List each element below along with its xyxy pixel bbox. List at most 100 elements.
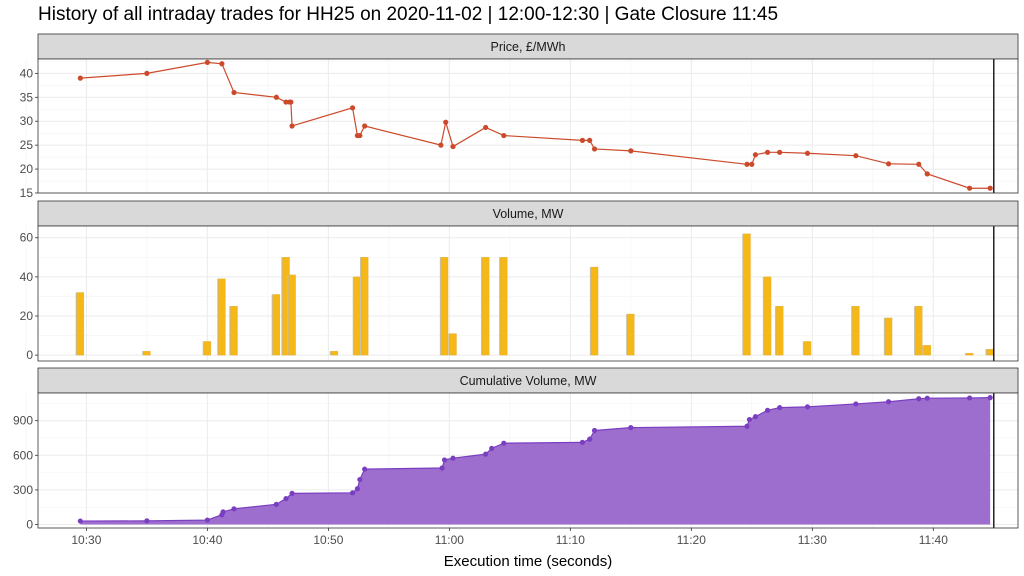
x-tick-label: 11:40 — [919, 533, 948, 547]
x-tick-label: 11:30 — [798, 533, 827, 547]
price-point — [144, 70, 150, 76]
price-point — [749, 161, 755, 167]
y-tick-label: 20 — [20, 162, 34, 176]
x-tick-label: 10:30 — [71, 533, 101, 547]
volume-bar-edge — [626, 314, 628, 356]
price-point — [450, 143, 456, 150]
cumulative-point — [746, 416, 753, 423]
volume-bar-edge — [287, 274, 290, 356]
cumulative-point — [924, 395, 930, 401]
price-point — [362, 123, 368, 129]
price-point — [744, 161, 750, 167]
cumulative-point — [777, 405, 783, 411]
price-point — [752, 152, 759, 158]
cumulative-point — [439, 465, 445, 471]
strip-header — [37, 33, 1019, 60]
volume-bar-edge — [589, 267, 592, 356]
y-tick-label: 0 — [26, 348, 33, 362]
volume-bar — [360, 257, 369, 356]
cumulative-point — [587, 436, 593, 442]
volume-bar — [590, 266, 599, 356]
volume-bar-edge — [359, 257, 362, 356]
x-tick-label: 10:50 — [313, 533, 343, 547]
volume-bar-edge — [229, 306, 232, 356]
volume-bar-edge — [202, 341, 205, 356]
panel-title: Price, £/MWh — [490, 40, 565, 54]
volume-bar — [923, 345, 931, 356]
cumulative-point — [231, 506, 237, 512]
volume-bar — [743, 233, 751, 356]
price-point — [591, 146, 598, 152]
cumulative-point — [804, 404, 811, 410]
cumulative-point — [967, 395, 973, 401]
cumulative-point — [77, 518, 83, 524]
price-point — [587, 137, 593, 143]
volume-bar-edge — [851, 306, 853, 356]
price-point — [924, 171, 930, 177]
volume-bar — [272, 294, 281, 356]
y-tick-label: 40 — [20, 270, 34, 284]
price-point — [579, 137, 586, 143]
panel-border — [37, 58, 1019, 194]
price-point — [273, 94, 279, 100]
cumulative-point — [354, 486, 361, 492]
volume-bar — [330, 351, 339, 356]
cumulative-point — [144, 518, 150, 524]
cumulative-point — [987, 395, 993, 401]
volume-bar — [763, 276, 772, 356]
cumulative-point — [483, 451, 489, 457]
panel-1: Volume, MW 0 20 40 60 — [20, 200, 1019, 362]
price-point — [204, 59, 210, 65]
price-point — [804, 150, 811, 156]
volume-bar-edge — [964, 353, 967, 356]
volume-bar — [915, 306, 923, 356]
panel-title: Volume, MW — [493, 207, 564, 221]
y-tick-label: 0 — [26, 518, 33, 532]
volume-bar — [449, 333, 457, 356]
cumulative-point — [579, 439, 586, 445]
volume-bar — [230, 306, 238, 356]
volume-bar — [852, 306, 860, 356]
plot-background — [38, 226, 1018, 361]
y-tick-label: 300 — [13, 483, 33, 497]
x-tick-label: 10:40 — [192, 533, 222, 547]
volume-bar — [627, 313, 635, 356]
volume-bar — [143, 351, 151, 356]
price-point — [289, 123, 295, 129]
volume-bar — [440, 257, 449, 356]
cumulative-area — [80, 397, 991, 525]
price-point — [349, 105, 356, 111]
cumulative-point — [220, 509, 226, 515]
volume-bar-edge — [774, 306, 777, 356]
cumulative-point — [628, 425, 634, 431]
y-tick-label: 60 — [20, 231, 34, 245]
x-tick-label: 11:10 — [556, 533, 585, 547]
volume-bar — [76, 292, 85, 356]
price-point — [885, 161, 892, 167]
volume-bar-edge — [922, 345, 925, 356]
volume-bar-edge — [352, 276, 355, 356]
y-tick-label: 900 — [13, 414, 33, 428]
price-point — [853, 153, 859, 159]
volume-bar-edge — [329, 351, 332, 356]
price-point — [288, 99, 294, 105]
volume-bar-edge — [281, 257, 284, 356]
price-point — [967, 185, 973, 191]
cumulative-point — [752, 414, 759, 420]
price-point — [483, 124, 489, 131]
cumulative-point — [289, 490, 295, 496]
price-point — [219, 61, 225, 67]
volume-bar-edge — [142, 351, 144, 356]
price-point — [443, 119, 449, 125]
volume-bar — [884, 317, 893, 356]
panel-border — [37, 225, 1019, 362]
volume-bar-edge — [499, 257, 501, 356]
volume-bar — [288, 274, 296, 356]
volume-bar-edge — [480, 257, 483, 356]
cumulative-point — [744, 423, 750, 429]
cumulative-point — [450, 455, 456, 461]
panel-0: Price, £/MWh 15 20 25 30 35 40 — [20, 33, 1019, 200]
volume-bar — [775, 306, 784, 356]
price-point — [438, 142, 444, 148]
y-tick-label: 15 — [20, 186, 34, 200]
